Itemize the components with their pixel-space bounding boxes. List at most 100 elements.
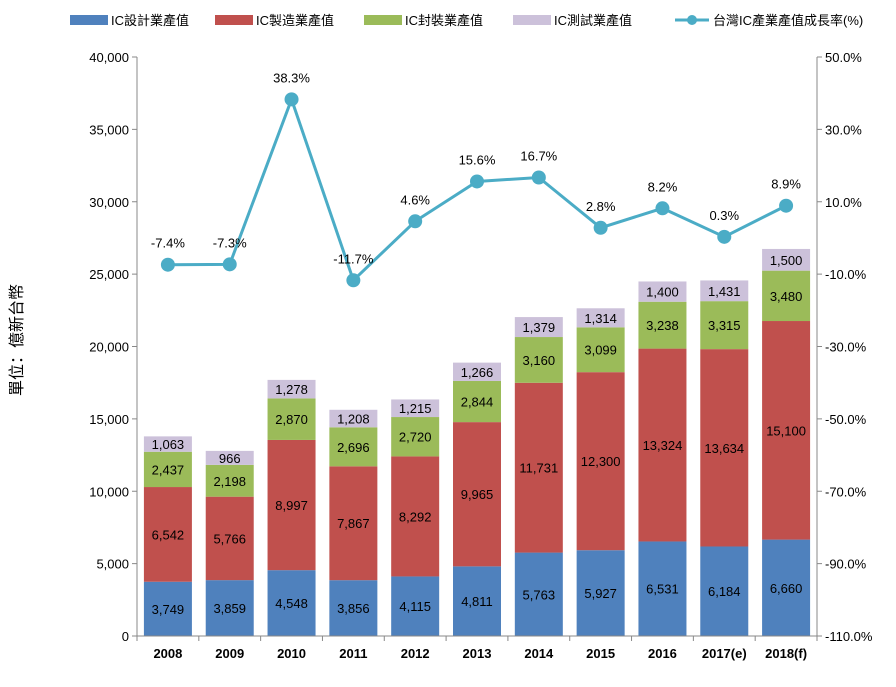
bar-segment	[700, 546, 749, 636]
y-tick-label: 10,000	[89, 484, 129, 499]
data-label: 1,208	[337, 412, 370, 427]
growth-rate-label: 16.7%	[520, 149, 557, 164]
bar-segment	[329, 409, 378, 428]
data-label: 1,063	[152, 437, 185, 452]
legend-label: IC製造業產值	[256, 13, 334, 28]
bar-segment	[453, 566, 501, 636]
legend-swatch	[513, 15, 551, 25]
data-label: 2,844	[461, 395, 494, 410]
y2-tick-label: 10.0%	[825, 195, 862, 210]
bar-segment	[267, 439, 316, 571]
data-label: 2,696	[337, 440, 370, 455]
growth-rate-label: 8.2%	[648, 179, 678, 194]
bar-segment	[453, 380, 501, 423]
bar-segment	[762, 321, 811, 540]
bar-segment	[205, 580, 254, 636]
x-tick-label: 2011	[339, 646, 367, 661]
growth-rate-point	[779, 198, 794, 213]
data-label: 1,266	[461, 365, 494, 380]
bar-segment	[514, 382, 563, 553]
data-label: 11,731	[519, 461, 558, 476]
bar-segment	[143, 451, 192, 488]
growth-rate-label: 4.6%	[400, 192, 430, 207]
legend-swatch	[215, 15, 253, 25]
bar-segment	[700, 301, 749, 350]
x-tick-label: 2013	[463, 646, 492, 661]
x-tick-label: 2010	[277, 646, 306, 661]
x-tick-label: 2014	[524, 646, 554, 661]
bars: 3,749 6,542 2,437 1,063 3,859 5,766 2,198 966 4,…	[143, 248, 811, 636]
bar-segment	[329, 580, 378, 636]
y-axis-label: 單位：億新台幣	[7, 284, 26, 396]
y-tick-label: 25,000	[89, 267, 129, 282]
bar-segment	[329, 427, 378, 467]
growth-rate-label: 2.8%	[586, 199, 616, 214]
y2-tick-label: -10.0%	[825, 267, 867, 282]
bar-segment	[700, 280, 749, 302]
y-tick-label: 30,000	[89, 195, 129, 210]
bar-segment	[205, 496, 254, 581]
legend-label: 台灣IC產業產值成長率(%)	[713, 13, 863, 28]
x-tick-label: 2015	[586, 646, 615, 661]
data-label: 3,480	[770, 289, 803, 304]
data-label: 6,660	[770, 581, 803, 596]
x-tick-label: 2009	[215, 646, 244, 661]
y-tick-label: 15,000	[89, 412, 129, 427]
growth-rate-point	[408, 214, 423, 229]
bar-segment	[143, 436, 192, 452]
data-label: 1,278	[275, 382, 308, 397]
bar-segment	[267, 398, 316, 440]
data-label: 3,859	[213, 601, 246, 616]
bar-segment	[514, 337, 563, 383]
y-tick-label: 40,000	[89, 50, 129, 65]
growth-rate-point	[717, 229, 732, 244]
bar-segment	[762, 539, 811, 636]
data-label: 3,238	[646, 318, 679, 333]
y2-tick-label: -70.0%	[825, 484, 867, 499]
bar-segment	[267, 570, 316, 636]
bar-segment	[576, 308, 625, 328]
data-label: 2,870	[275, 412, 308, 427]
y-tick-label: 20,000	[89, 340, 129, 355]
bar-segment	[762, 248, 811, 271]
data-label: 5,927	[584, 586, 617, 601]
growth-rate-label: 8.9%	[771, 177, 801, 192]
bar-segment	[143, 487, 192, 582]
growth-rate-point	[593, 220, 608, 235]
data-label: 1,314	[584, 311, 617, 326]
data-label: 15,100	[766, 423, 806, 438]
bar-segment	[514, 317, 563, 338]
data-label: 5,766	[213, 531, 246, 546]
growth-rate-label: 15.6%	[459, 152, 496, 167]
bar-segment	[514, 552, 563, 636]
data-label: 6,542	[152, 527, 185, 542]
x-tick-label: 2017(e)	[702, 646, 747, 661]
growth-rate-label: -7.4%	[151, 236, 185, 251]
growth-rate-point	[531, 170, 546, 185]
data-label: 1,431	[708, 284, 741, 299]
bar-segment	[576, 550, 625, 636]
data-label: 3,099	[584, 343, 617, 358]
x-tick-label: 2012	[401, 646, 430, 661]
bar-segment	[453, 422, 501, 567]
legend-label: IC設計業產值	[111, 13, 189, 28]
data-label: 966	[219, 451, 241, 466]
x-tick-label: 2018(f)	[765, 646, 807, 661]
bar-segment	[576, 327, 625, 373]
data-label: 1,500	[770, 253, 803, 268]
bar-segment	[143, 581, 192, 636]
data-label: 7,867	[337, 516, 370, 531]
growth-line: -7.4% -7.3% 38.3% -11.7% 4.6% 15.6% 16.7% 2.8% 8…	[151, 70, 801, 288]
bar-segment	[453, 362, 501, 381]
bar-segment	[638, 301, 687, 349]
y2-tick-label: 30.0%	[825, 122, 862, 137]
data-label: 3,160	[523, 353, 556, 368]
data-label: 4,811	[461, 594, 493, 609]
bar-segment	[576, 372, 625, 551]
growth-rate-label: 0.3%	[709, 208, 739, 223]
bar-segment	[391, 417, 440, 457]
growth-rate-point	[470, 174, 484, 189]
bar-segment	[762, 270, 811, 322]
data-label: 12,300	[581, 454, 621, 469]
growth-rate-point	[346, 273, 361, 288]
